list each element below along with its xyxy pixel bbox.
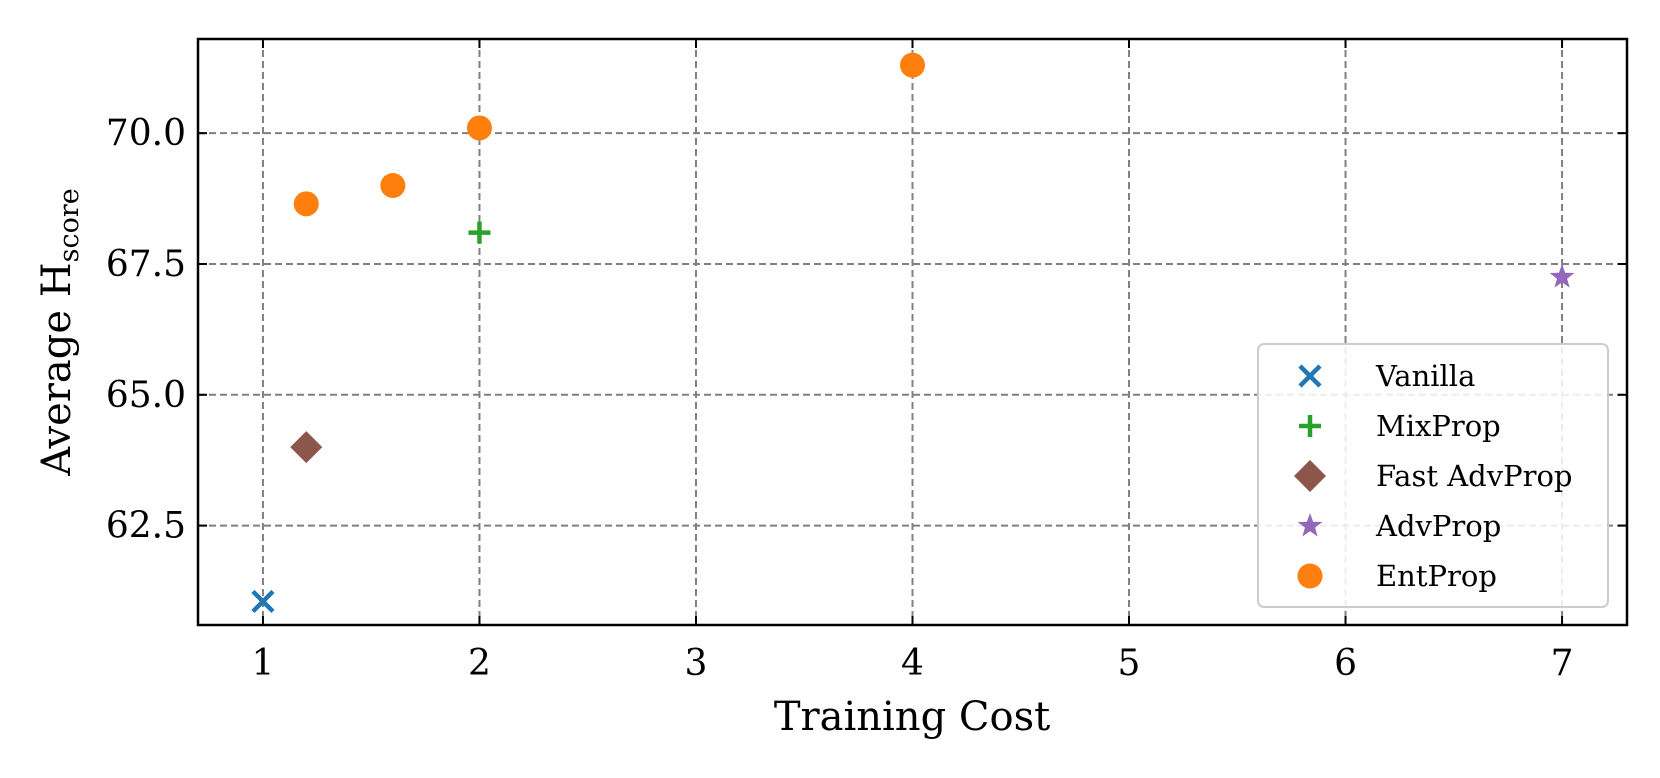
data-point-entprop-shape	[900, 52, 925, 78]
legend: Vanilla MixProp Fast AdvProp AdvProp EntProp	[1257, 343, 1609, 608]
x-tick-label: 7	[1551, 643, 1574, 684]
tick-marks	[198, 39, 1627, 625]
x-tick-label: 6	[1334, 643, 1357, 684]
y-tick-label: 70.0	[106, 113, 186, 154]
data-point-fast-advprop-shape	[290, 431, 323, 464]
data-point-advprop-shape	[1549, 264, 1575, 288]
legend-label-vanilla: Vanilla	[1375, 359, 1475, 393]
legend-marker-entprop	[1297, 563, 1323, 589]
legend-marker-vanilla-stroke	[1298, 364, 1322, 388]
y-axis-title-subscript: score	[54, 188, 85, 262]
data-points	[251, 52, 1575, 614]
data-point-entprop	[293, 191, 319, 217]
x-tick-labels: 1 2 3 4 5 6 7	[252, 643, 1574, 684]
y-axis-title: Average Hscore	[34, 188, 85, 477]
data-point-vanilla-stroke	[251, 589, 275, 614]
x-tick-label: 5	[1118, 643, 1141, 684]
legend-marker-entprop-shape	[1297, 563, 1323, 589]
data-point-entprop-shape	[293, 191, 319, 217]
x-tick-label: 1	[252, 643, 275, 684]
y-axis-title-main: Average H	[34, 262, 80, 476]
legend-label-mixprop: MixProp	[1376, 409, 1501, 443]
legend-entries: Vanilla MixProp Fast AdvProp AdvProp EntProp	[1294, 359, 1573, 593]
x-tick-label: 2	[468, 643, 491, 684]
legend-marker-advprop-shape	[1297, 513, 1323, 537]
data-point-mixprop	[468, 221, 491, 244]
legend-marker-fast-advprop-shape	[1294, 460, 1326, 492]
y-tick-label: 67.5	[106, 244, 186, 285]
legend-label-fast-advprop: Fast AdvProp	[1376, 459, 1573, 493]
x-tick-label: 3	[685, 643, 708, 684]
x-tick-label: 4	[901, 643, 924, 684]
data-point-entprop	[466, 115, 492, 141]
data-point-advprop	[1549, 264, 1575, 288]
x-axis-title: Training Cost	[774, 694, 1050, 740]
legend-box	[1257, 343, 1609, 608]
data-point-entprop-shape	[466, 115, 492, 141]
data-point-entprop	[900, 52, 925, 78]
y-tick-label: 65.0	[106, 375, 186, 416]
legend-marker-mixprop	[1299, 415, 1321, 437]
legend-label-advprop: AdvProp	[1375, 509, 1501, 543]
legend-marker-fast-advprop	[1294, 460, 1326, 492]
legend-marker-vanilla	[1298, 364, 1322, 388]
data-point-entprop-shape	[380, 173, 406, 198]
y-tick-labels: 62.5 65.0 67.5 70.0	[106, 113, 186, 546]
y-tick-label: 62.5	[106, 506, 186, 547]
legend-marker-advprop	[1297, 513, 1323, 537]
legend-label-entprop: EntProp	[1376, 559, 1497, 593]
data-point-vanilla	[251, 589, 275, 614]
data-point-fast-advprop	[290, 431, 323, 464]
data-point-entprop	[380, 173, 406, 198]
